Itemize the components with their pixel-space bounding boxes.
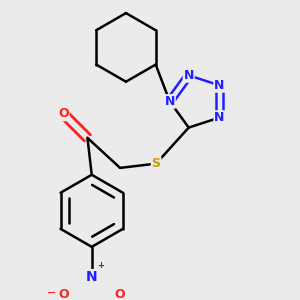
Text: N: N xyxy=(86,270,98,284)
Text: O: O xyxy=(58,287,69,300)
Text: O: O xyxy=(115,287,125,300)
Text: O: O xyxy=(58,107,69,120)
Text: N: N xyxy=(164,95,175,108)
Text: S: S xyxy=(152,157,160,170)
Text: N: N xyxy=(214,79,225,92)
Text: +: + xyxy=(97,261,104,270)
Text: N: N xyxy=(184,69,194,82)
Text: N: N xyxy=(214,111,225,124)
Text: −: − xyxy=(47,288,56,298)
